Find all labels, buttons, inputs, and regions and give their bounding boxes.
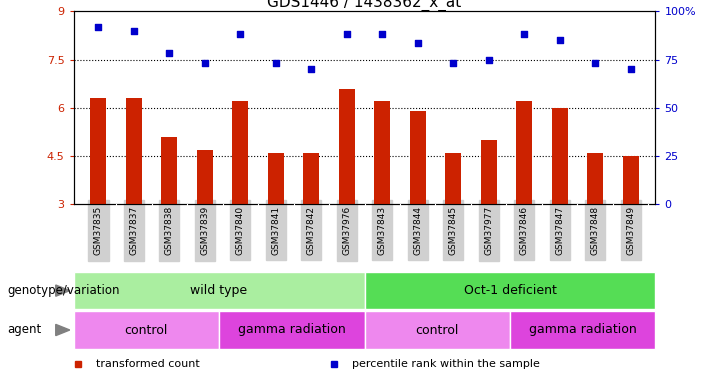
- Bar: [374, 101, 390, 204]
- Text: control: control: [125, 324, 168, 336]
- Text: percentile rank within the sample: percentile rank within the sample: [353, 359, 540, 369]
- Point: [590, 60, 601, 66]
- Point: [306, 66, 317, 72]
- Text: transformed count: transformed count: [96, 359, 200, 369]
- Text: Oct-1 deficient: Oct-1 deficient: [463, 284, 557, 297]
- Text: gamma radiation: gamma radiation: [238, 324, 346, 336]
- Point: [270, 60, 281, 66]
- Bar: [304, 153, 319, 204]
- Text: wild type: wild type: [191, 284, 247, 297]
- Bar: [365, 311, 510, 349]
- Polygon shape: [56, 324, 70, 336]
- Bar: [622, 156, 639, 204]
- Text: genotype/variation: genotype/variation: [7, 284, 119, 297]
- Bar: [74, 272, 365, 309]
- Bar: [365, 272, 655, 309]
- Bar: [410, 111, 426, 204]
- Bar: [126, 98, 142, 204]
- Bar: [516, 101, 532, 204]
- Text: agent: agent: [7, 324, 41, 336]
- Bar: [232, 101, 248, 204]
- Title: GDS1446 / 1438362_x_at: GDS1446 / 1438362_x_at: [267, 0, 462, 11]
- Point: [554, 37, 565, 43]
- Bar: [90, 98, 107, 204]
- Bar: [197, 150, 213, 204]
- Point: [93, 24, 104, 30]
- Polygon shape: [56, 285, 70, 296]
- Point: [519, 31, 530, 37]
- Point: [235, 31, 246, 37]
- Point: [625, 66, 637, 72]
- Point: [412, 40, 423, 46]
- Bar: [445, 153, 461, 204]
- Point: [483, 57, 494, 63]
- Bar: [587, 153, 603, 204]
- Point: [376, 31, 388, 37]
- Text: gamma radiation: gamma radiation: [529, 324, 637, 336]
- Text: control: control: [416, 324, 459, 336]
- Bar: [74, 311, 219, 349]
- Bar: [481, 140, 497, 204]
- Bar: [161, 137, 177, 204]
- Bar: [219, 311, 365, 349]
- Bar: [552, 108, 568, 204]
- Bar: [268, 153, 284, 204]
- Bar: [339, 88, 355, 204]
- Point: [164, 50, 175, 56]
- Point: [199, 60, 210, 66]
- Point: [128, 28, 139, 34]
- Point: [448, 60, 459, 66]
- Point: [341, 31, 353, 37]
- Bar: [510, 311, 655, 349]
